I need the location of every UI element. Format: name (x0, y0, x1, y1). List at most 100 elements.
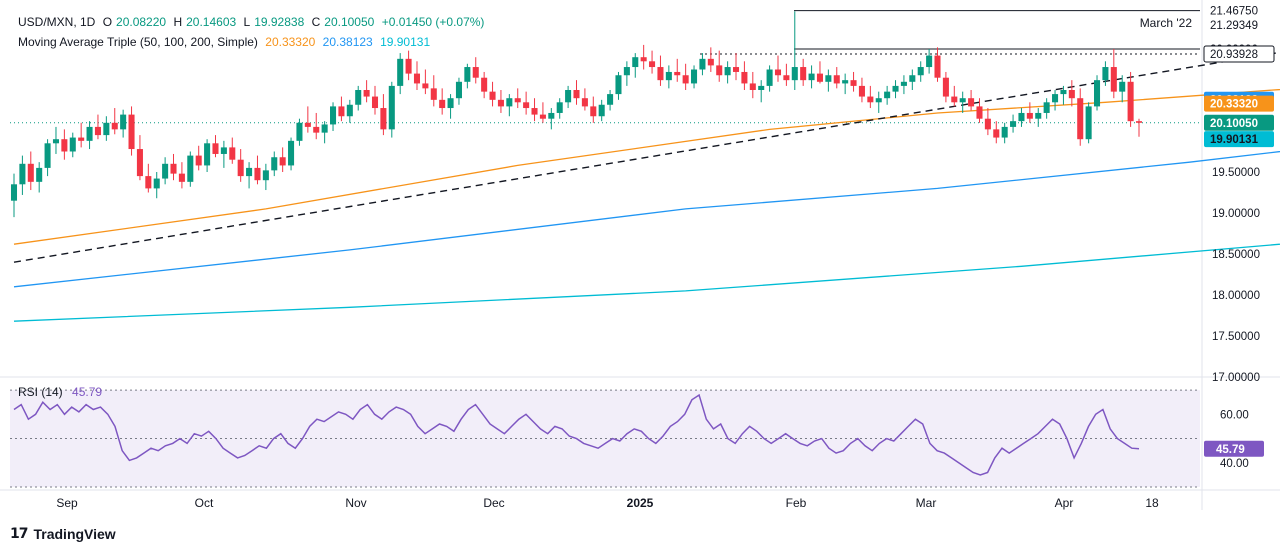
candle-body (858, 85, 865, 97)
candle-body (934, 55, 941, 78)
rsi-value-box (1204, 440, 1264, 457)
candle-body (262, 170, 269, 181)
price-tick-label: 17.50000 (1212, 331, 1260, 343)
candle-body (581, 98, 588, 107)
candle-body (699, 58, 706, 70)
candle-body (749, 83, 756, 90)
price-tick-label: 19.00000 (1212, 208, 1260, 220)
ma200-line (13, 243, 1280, 322)
candle-body (1018, 112, 1025, 122)
price-label-box (1204, 16, 1274, 33)
price-tick-label: 18.50000 (1212, 249, 1260, 261)
price-label-text: 19.90131 (1210, 134, 1259, 146)
tradingview-branding[interactable]: 17 TradingView (10, 526, 116, 542)
candle-body (900, 81, 907, 86)
candle-body (44, 143, 51, 168)
candle-body (1077, 98, 1084, 140)
candle-body (732, 67, 740, 72)
candle-body (187, 155, 194, 182)
candle-body (833, 75, 840, 84)
candle-body (94, 126, 101, 136)
candle-body (1043, 102, 1050, 113)
candle-body (388, 85, 395, 130)
time-tick-label: Mar (916, 496, 937, 510)
candle-body (279, 157, 286, 166)
high-value: 20.14603 (186, 15, 237, 29)
candle-body (707, 58, 714, 66)
candle-body (506, 98, 513, 107)
candle-body (850, 80, 857, 86)
low-label: L (243, 15, 251, 29)
rsi-line (13, 393, 1140, 476)
candle-body (86, 126, 93, 141)
candle-body (120, 114, 127, 130)
rsi-tick-label: 40.00 (1220, 458, 1249, 470)
candle-body (380, 108, 387, 130)
candle-body (741, 71, 748, 84)
candle-body (548, 112, 555, 119)
candle-body (346, 104, 353, 117)
candle-body (397, 58, 404, 86)
open-value: 20.08220 (116, 15, 167, 29)
price-tick-label: 17.00000 (1212, 372, 1260, 384)
change-value: +0.01450 (+0.07%) (381, 15, 485, 29)
candle-body (649, 61, 656, 68)
candle-body (1127, 81, 1134, 122)
candle-body (330, 106, 337, 125)
candle-body (288, 140, 295, 166)
candle-body (657, 67, 664, 81)
candle-body (758, 85, 765, 90)
high-label: H (173, 15, 183, 29)
candle-body (1052, 94, 1059, 103)
candle-body (640, 57, 647, 62)
candle-body (632, 57, 639, 68)
candle-body (229, 147, 236, 160)
time-tick-label: Apr (1055, 496, 1074, 510)
candle-body (439, 99, 446, 109)
price-label-text: 20.93928 (1210, 49, 1258, 61)
candle-body (884, 91, 891, 99)
candle-body (10, 184, 18, 201)
candle-body (237, 159, 244, 177)
candle-body (246, 167, 253, 177)
candle-body (78, 137, 85, 141)
time-tick-label: Oct (195, 496, 214, 510)
candle-body (892, 85, 899, 92)
candle-body (61, 139, 68, 152)
candle-body (128, 114, 135, 150)
candle-body (212, 143, 219, 154)
low-value: 19.92838 (254, 15, 305, 29)
candle-body (430, 88, 437, 100)
candle-body (791, 67, 798, 81)
time-tick-label: 18 (1145, 496, 1159, 510)
candle-body (598, 104, 605, 117)
symbol-label[interactable]: USD/MXN, 1D (18, 15, 96, 29)
price-label-box (1203, 45, 1275, 63)
price-label-box (1204, 2, 1274, 19)
rsi-legend[interactable]: RSI (14) 45.79 (18, 385, 102, 399)
candle-body (867, 96, 874, 103)
candle-body (573, 90, 580, 99)
tradingview-logo-icon: 17 (10, 526, 29, 542)
candle-body (481, 77, 488, 92)
ma100-value: 20.38123 (322, 35, 373, 49)
annotation-label: March '22 (1139, 16, 1192, 30)
price-label-text: 20.10050 (1210, 118, 1258, 130)
candle-body (623, 67, 630, 76)
time-tick-label: Nov (345, 496, 366, 510)
ma50-line (13, 88, 1280, 245)
ma50-value: 20.33320 (265, 35, 316, 49)
candle-body (1001, 126, 1008, 138)
rsi-value-label: 45.79 (1216, 444, 1245, 456)
time-tick-label: Feb (786, 496, 807, 510)
candle-body (674, 71, 681, 76)
candle-body (36, 167, 43, 182)
price-label-text: 21.46750 (1210, 6, 1258, 18)
legend-moving-averages[interactable]: Moving Average Triple (50, 100, 200, Sim… (18, 35, 434, 49)
candle-body (783, 75, 790, 81)
candle-body (875, 98, 882, 103)
legend-ohlc: USD/MXN, 1D O 20.08220 H 20.14603 L 19.9283… (18, 15, 488, 29)
candle-body (984, 118, 991, 130)
candle-body (917, 67, 924, 76)
